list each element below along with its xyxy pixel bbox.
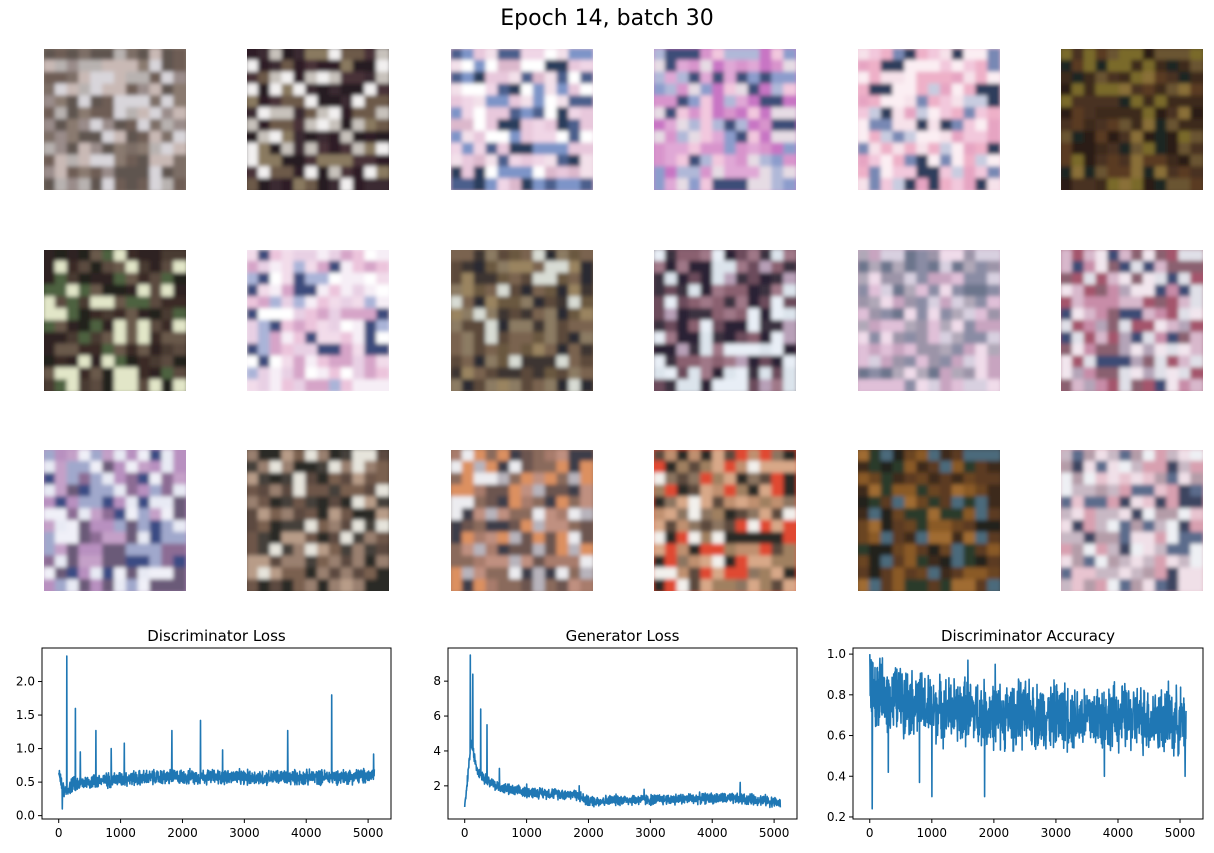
y-tick-label: 1.0: [827, 647, 846, 661]
x-tick-label: 4000: [1103, 826, 1134, 840]
series-line: [58, 655, 376, 810]
x-tick-label: 0: [55, 826, 63, 840]
x-tick-label: 3000: [1041, 826, 1072, 840]
x-tick-label: 3000: [229, 826, 260, 840]
y-tick-label: 0.4: [827, 769, 846, 783]
axes-frame: [852, 647, 1204, 820]
x-tick-label: 2000: [979, 826, 1010, 840]
y-tick-label: 1.5: [16, 708, 35, 722]
y-tick-label: 0.8: [827, 688, 846, 702]
generated-sample-image: [44, 450, 186, 591]
generated-sample-image: [451, 450, 593, 591]
y-tick-label: 2: [433, 779, 441, 793]
generated-sample-image: [858, 450, 1000, 591]
generated-sample-image: [1061, 450, 1203, 591]
generated-sample-image: [247, 250, 389, 391]
generated-sample-image: [451, 250, 593, 391]
x-tick-label: 4000: [697, 826, 728, 840]
y-tick-label: 0.0: [16, 809, 35, 823]
x-tick-label: 2000: [573, 826, 604, 840]
x-tick-label: 3000: [635, 826, 666, 840]
figure-title: Epoch 14, batch 30: [500, 6, 714, 31]
y-tick-label: 0.5: [16, 775, 35, 789]
generated-sample-image: [858, 250, 1000, 391]
plot-title: Discriminator Loss: [147, 627, 286, 645]
generated-sample-image: [858, 49, 1000, 190]
generated-sample-image: [247, 49, 389, 190]
series-line: [869, 654, 1187, 810]
generated-sample-image: [247, 450, 389, 591]
plot-1: Generator Loss 0 1000 2000 3000 4000 5000 2 4 6 8: [433, 627, 798, 840]
y-tick-label: 0.2: [827, 810, 846, 824]
x-tick-label: 0: [461, 826, 469, 840]
plot-title: Discriminator Accuracy: [941, 627, 1115, 645]
axes-frame: [41, 647, 392, 820]
x-tick-label: 1000: [511, 826, 542, 840]
y-tick-label: 1.0: [16, 742, 35, 756]
axes-frame: [447, 647, 798, 820]
x-tick-label: 4000: [291, 826, 322, 840]
generated-sample-image: [1061, 250, 1203, 391]
generated-sample-image: [654, 250, 796, 391]
x-tick-label: 5000: [1165, 826, 1196, 840]
generated-sample-image: [451, 49, 593, 190]
y-tick-label: 8: [433, 674, 441, 688]
x-tick-label: 5000: [759, 826, 790, 840]
x-tick-label: 2000: [167, 826, 198, 840]
plot-2: Discriminator Accuracy 0 1000 2000 3000 4000 5…: [827, 627, 1204, 840]
generated-sample-image: [1061, 49, 1203, 190]
x-tick-label: 0: [866, 826, 874, 840]
series-line: [463, 654, 782, 809]
generated-sample-image: [44, 250, 186, 391]
generated-sample-image: [44, 49, 186, 190]
y-tick-label: 6: [433, 709, 441, 723]
plot-title: Generator Loss: [566, 627, 680, 645]
y-tick-label: 0.6: [827, 729, 846, 743]
plot-0: Discriminator Loss 0 1000 2000 3000 4000 5000 0…: [16, 627, 392, 840]
y-tick-label: 4: [433, 744, 441, 758]
x-tick-label: 1000: [105, 826, 136, 840]
generated-sample-image: [654, 450, 796, 591]
generated-sample-image: [654, 49, 796, 190]
x-tick-label: 5000: [353, 826, 384, 840]
x-tick-label: 1000: [917, 826, 948, 840]
y-tick-label: 2.0: [16, 675, 35, 689]
